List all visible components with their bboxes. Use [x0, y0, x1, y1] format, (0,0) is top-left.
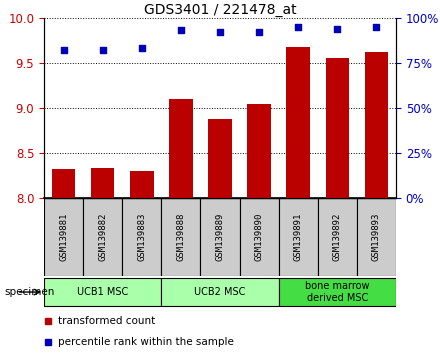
Text: specimen: specimen	[4, 287, 55, 297]
Bar	[44, 198, 83, 276]
Bar	[122, 198, 161, 276]
Text: GSM139891: GSM139891	[294, 213, 303, 261]
Text: GSM139883: GSM139883	[137, 213, 146, 261]
Bar	[161, 278, 279, 306]
Bar	[169, 99, 193, 198]
Bar	[52, 169, 75, 198]
Point	[177, 28, 184, 33]
Point	[216, 29, 224, 35]
Bar	[130, 171, 154, 198]
Bar	[208, 119, 232, 198]
Title: GDS3401 / 221478_at: GDS3401 / 221478_at	[144, 3, 296, 17]
Text: GSM139893: GSM139893	[372, 213, 381, 261]
Bar	[83, 198, 122, 276]
Point	[99, 47, 106, 53]
Point	[373, 24, 380, 29]
Text: GSM139882: GSM139882	[98, 213, 107, 261]
Text: bone marrow
derived MSC: bone marrow derived MSC	[305, 281, 370, 303]
Point	[60, 47, 67, 53]
Point	[334, 26, 341, 32]
Point	[256, 29, 263, 35]
Text: GSM139881: GSM139881	[59, 213, 68, 261]
Bar	[91, 169, 114, 198]
Text: UCB2 MSC: UCB2 MSC	[194, 287, 246, 297]
Text: GSM139890: GSM139890	[255, 213, 264, 261]
Bar	[318, 198, 357, 276]
Bar	[161, 198, 201, 276]
Bar	[201, 198, 239, 276]
Text: GSM139888: GSM139888	[176, 213, 185, 261]
Bar	[326, 58, 349, 198]
Text: GSM139892: GSM139892	[333, 213, 342, 261]
Text: percentile rank within the sample: percentile rank within the sample	[58, 337, 234, 348]
Bar	[247, 104, 271, 198]
Bar	[44, 278, 161, 306]
Bar	[279, 278, 396, 306]
Text: transformed count: transformed count	[58, 316, 155, 326]
Bar	[365, 52, 388, 198]
Bar	[239, 198, 279, 276]
Bar	[357, 198, 396, 276]
Text: GSM139889: GSM139889	[216, 213, 224, 261]
Point	[138, 46, 145, 51]
Bar	[286, 47, 310, 198]
Bar	[279, 198, 318, 276]
Point	[295, 24, 302, 29]
Text: UCB1 MSC: UCB1 MSC	[77, 287, 128, 297]
